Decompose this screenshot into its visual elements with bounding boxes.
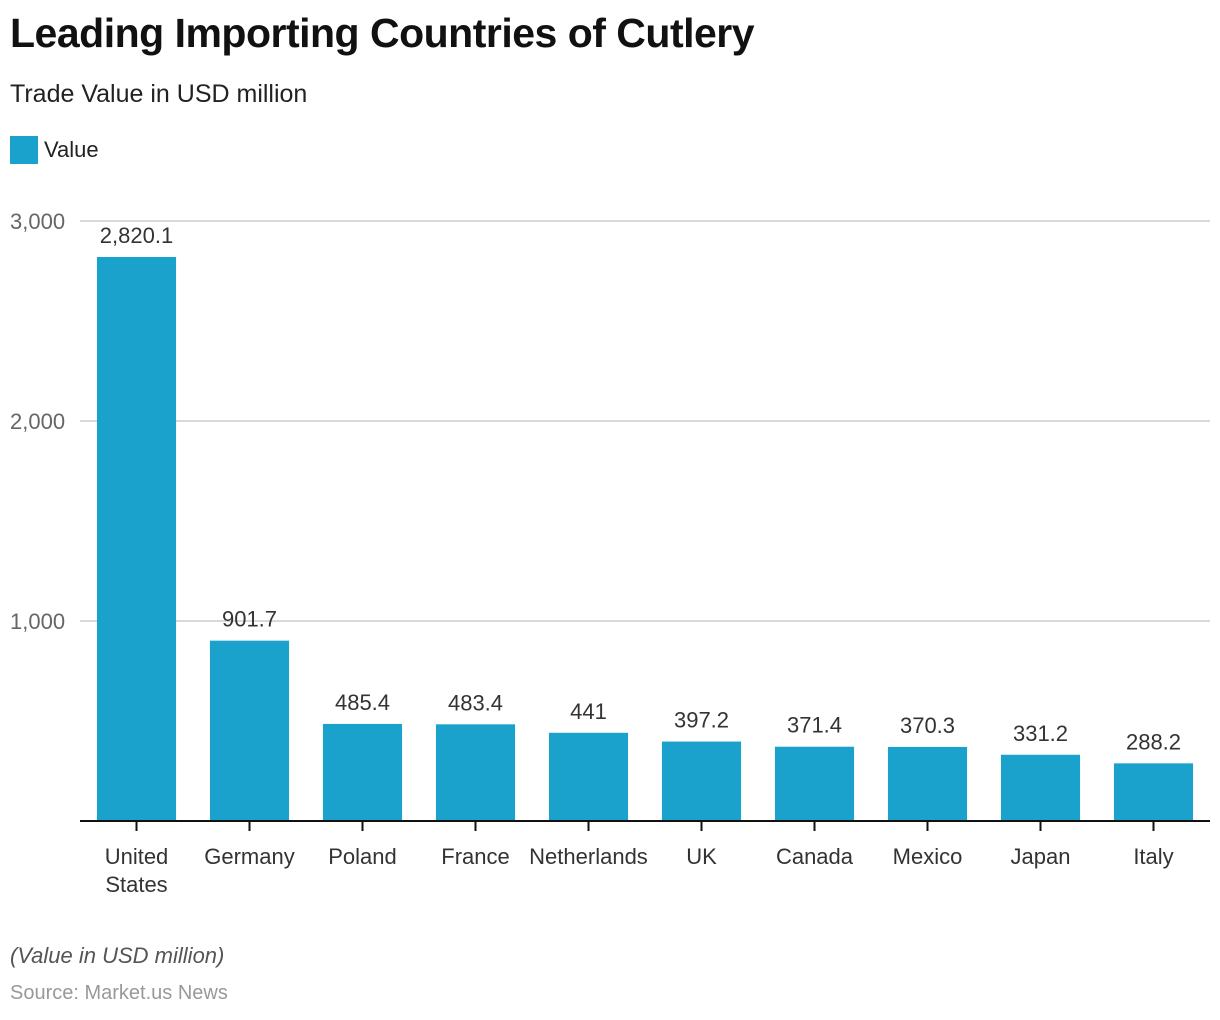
- bar: [661, 741, 742, 821]
- x-tick-label: UK: [686, 844, 717, 869]
- data-label: 288.2: [1126, 729, 1181, 754]
- bar: [1113, 763, 1194, 821]
- x-tick-label: United States: [105, 844, 169, 897]
- data-label: 485.4: [335, 690, 390, 715]
- data-label: 331.2: [1013, 721, 1068, 746]
- x-tick-label: Poland: [328, 844, 397, 869]
- x-tick-label: Canada: [776, 844, 854, 869]
- bar: [209, 640, 290, 821]
- bar: [887, 746, 968, 821]
- y-tick-label: 3,000: [10, 209, 65, 234]
- legend-swatch: [10, 136, 38, 164]
- bar: [322, 723, 403, 821]
- bar: [548, 732, 629, 821]
- y-tick-label: 1,000: [10, 609, 65, 634]
- x-tick-label: Mexico: [893, 844, 963, 869]
- x-tick-label: Netherlands: [529, 844, 648, 869]
- chart-subtitle: Trade Value in USD million: [10, 80, 308, 108]
- data-label: 441: [570, 699, 607, 724]
- data-label: 901.7: [222, 607, 277, 632]
- data-label: 2,820.1: [100, 223, 173, 248]
- bar: [1000, 754, 1081, 821]
- data-label: 370.3: [900, 713, 955, 738]
- bar: [435, 724, 516, 821]
- x-tick-label: Japan: [1011, 844, 1071, 869]
- bar: [96, 256, 177, 822]
- x-tick-label: Italy: [1133, 844, 1173, 869]
- legend-label: Value: [44, 137, 99, 162]
- source-credit: Source: Market.us News: [10, 982, 228, 1004]
- footnote: (Value in USD million): [10, 943, 225, 968]
- data-label: 483.4: [448, 690, 503, 715]
- chart-title: Leading Importing Countries of Cutlery: [10, 10, 755, 56]
- legend: Value: [10, 136, 99, 164]
- y-tick-label: 2,000: [10, 409, 65, 434]
- x-tick-label: Germany: [204, 844, 294, 869]
- data-label: 397.2: [674, 708, 729, 733]
- bar: [774, 746, 855, 821]
- data-label: 371.4: [787, 713, 842, 738]
- x-tick-label: France: [441, 844, 509, 869]
